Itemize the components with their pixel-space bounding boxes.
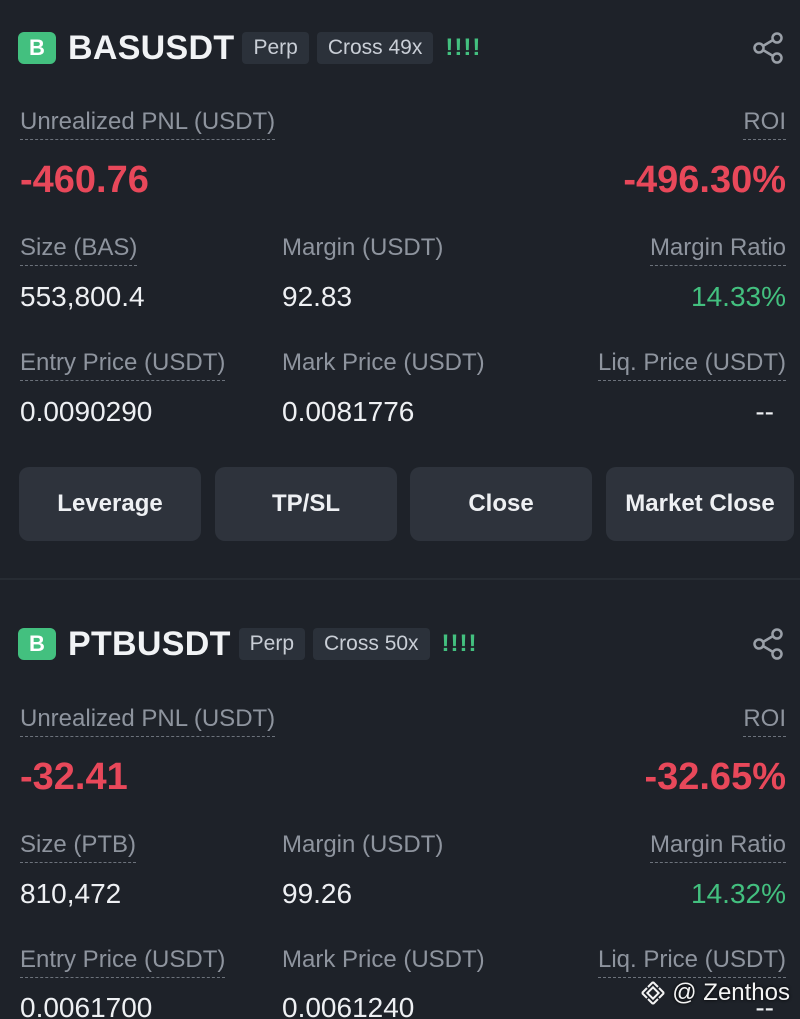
entry-price-label[interactable]: Entry Price (USDT): [20, 349, 226, 381]
roi-value: -496.30%: [623, 159, 786, 201]
position-badge-icon: B: [18, 32, 56, 64]
liq-price-label[interactable]: Liq. Price (USDT): [597, 946, 786, 978]
binance-logo-icon: [641, 981, 665, 1005]
size-value: 810,472: [20, 878, 122, 909]
leverage-button[interactable]: Leverage: [19, 467, 201, 541]
watermark: @ Zenthos: [640, 979, 790, 1007]
risk-level-bars: !!!!: [445, 34, 482, 61]
entry-price-label[interactable]: Entry Price (USDT): [20, 946, 226, 978]
margin-mode-tag[interactable]: Cross 50x: [313, 628, 430, 660]
liq-price-label[interactable]: Liq. Price (USDT): [597, 349, 786, 381]
unrealized-pnl-value: -460.76: [20, 159, 149, 201]
risk-level-bars: !!!!: [441, 630, 478, 657]
size-label[interactable]: Size (BAS): [20, 234, 138, 266]
roi-label[interactable]: ROI: [743, 705, 786, 737]
mark-price-value: 0.0081776: [282, 396, 415, 427]
size-label[interactable]: Size (PTB): [20, 831, 137, 863]
margin-ratio-value: 14.33%: [691, 281, 786, 312]
entry-price-value: 0.0090290: [20, 396, 153, 427]
mark-price-label: Mark Price (USDT): [282, 946, 485, 973]
watermark-text: @ Zenthos: [672, 979, 790, 1006]
tpsl-button[interactable]: TP/SL: [215, 467, 397, 541]
position-symbol[interactable]: PTBUSDT: [68, 624, 231, 663]
margin-ratio-value: 14.32%: [691, 878, 786, 909]
margin-label: Margin (USDT): [282, 234, 444, 261]
position-header: B PTBUSDT Perp Cross 50x !!!!: [18, 624, 478, 663]
mark-price-value: 0.0061240: [282, 992, 415, 1019]
liq-price-value: --: [755, 992, 774, 1019]
roi-label[interactable]: ROI: [743, 108, 786, 140]
margin-mode-tag[interactable]: Cross 49x: [316, 32, 434, 64]
share-icon[interactable]: [750, 30, 786, 66]
unrealized-pnl-label[interactable]: Unrealized PNL (USDT): [20, 705, 276, 737]
position-badge-icon: B: [18, 628, 56, 660]
mark-price-label: Mark Price (USDT): [282, 349, 485, 376]
size-value: 553,800.4: [20, 281, 145, 312]
entry-price-value: 0.0061700: [20, 992, 153, 1019]
position-symbol[interactable]: BASUSDT: [68, 28, 235, 67]
market-close-button[interactable]: Market Close: [606, 467, 794, 541]
roi-value: -32.65%: [644, 756, 786, 798]
margin-label: Margin (USDT): [282, 831, 444, 858]
unrealized-pnl-value: -32.41: [20, 756, 128, 798]
margin-ratio-label[interactable]: Margin Ratio: [649, 234, 786, 266]
margin-ratio-label[interactable]: Margin Ratio: [649, 831, 786, 863]
position-divider: [0, 578, 800, 580]
margin-value: 99.26: [282, 878, 353, 909]
contract-type-tag: Perp: [242, 32, 309, 64]
position-header: B BASUSDT Perp Cross 49x !!!!: [18, 28, 482, 67]
margin-value: 92.83: [282, 281, 353, 312]
contract-type-tag: Perp: [238, 628, 306, 660]
liq-price-value: --: [755, 396, 774, 427]
share-icon[interactable]: [750, 626, 786, 662]
unrealized-pnl-label[interactable]: Unrealized PNL (USDT): [20, 108, 276, 140]
close-button[interactable]: Close: [410, 467, 592, 541]
